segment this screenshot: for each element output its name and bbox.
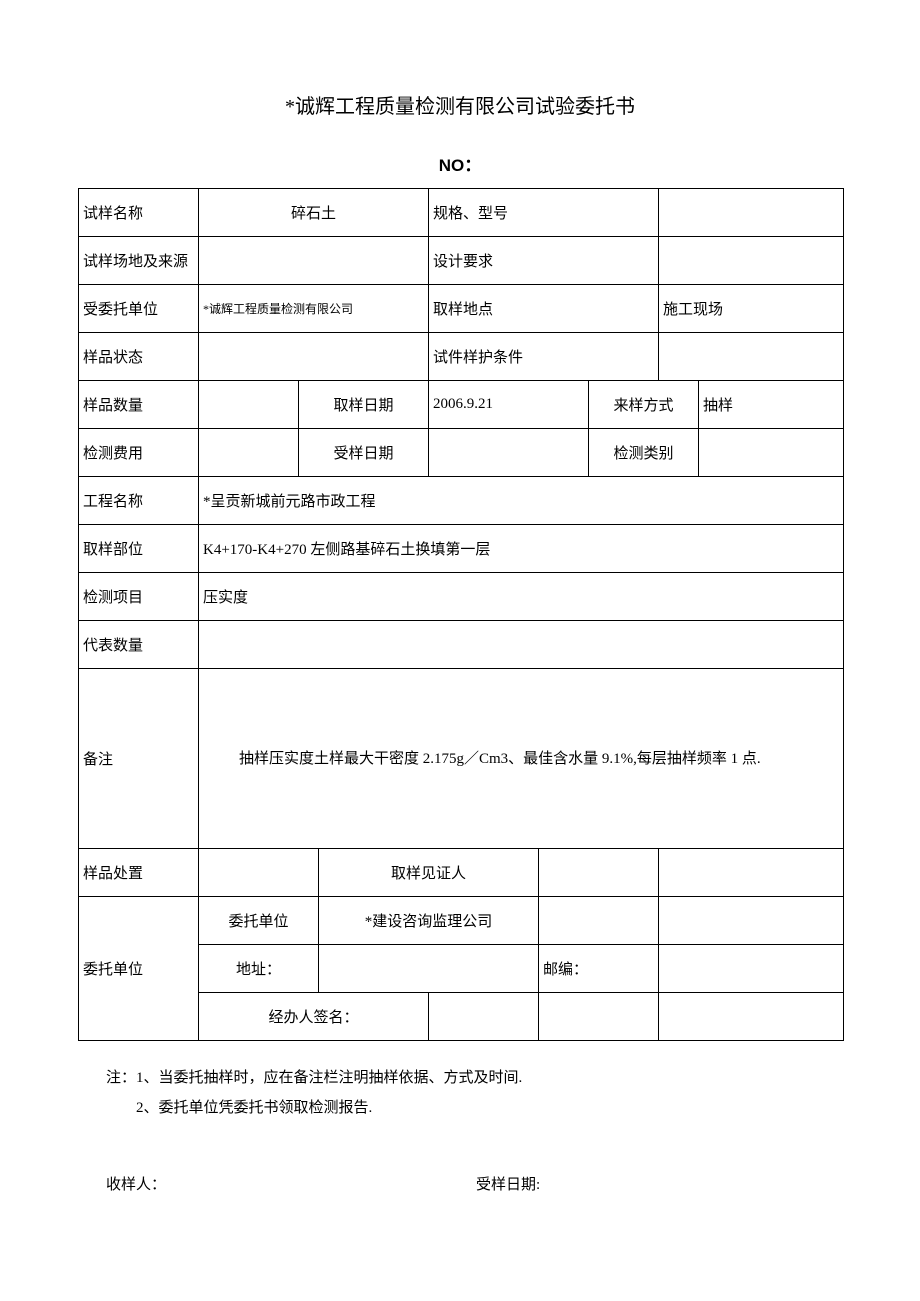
label-entrusted-unit: 受委托单位 (79, 285, 199, 333)
footer-receiver: 收样人： (106, 1173, 476, 1194)
label-client-unit-inner: 委托单位 (199, 897, 319, 945)
value-client-unit-extra2 (659, 897, 844, 945)
table-row: 检测费用 受样日期 检测类别 (79, 429, 844, 477)
table-row: 样品数量 取样日期 2006.9.21 来样方式 抽样 (79, 381, 844, 429)
footer-receive-date: 受样日期: (476, 1173, 540, 1194)
value-handler-sign (429, 993, 539, 1041)
value-entrusted-unit: *诚辉工程质量检测有限公司 (199, 285, 429, 333)
value-sample-qty (199, 381, 299, 429)
label-address: 地址： (199, 945, 319, 993)
value-sampling-part: K4+170-K4+270 左侧路基碎石土换填第一层 (199, 525, 844, 573)
label-postcode: 邮编： (539, 945, 659, 993)
label-represent-qty: 代表数量 (79, 621, 199, 669)
value-handler-sign-extra (539, 993, 659, 1041)
label-sample-method: 来样方式 (589, 381, 699, 429)
table-row: 取样部位 K4+170-K4+270 左侧路基碎石土换填第一层 (79, 525, 844, 573)
label-sample-disposal: 样品处置 (79, 849, 199, 897)
label-sampling-part: 取样部位 (79, 525, 199, 573)
value-test-item: 压实度 (199, 573, 844, 621)
label-sampling-date: 取样日期 (299, 381, 429, 429)
label-project-name: 工程名称 (79, 477, 199, 525)
value-receive-date (429, 429, 589, 477)
table-row: 检测项目 压实度 (79, 573, 844, 621)
label-test-item: 检测项目 (79, 573, 199, 621)
value-sample-method: 抽样 (699, 381, 844, 429)
label-client-unit: 委托单位 (79, 897, 199, 1041)
table-row: 代表数量 (79, 621, 844, 669)
label-spec-model: 规格、型号 (429, 189, 659, 237)
value-sample-status (199, 333, 429, 381)
table-row: 试样名称 碎石土 规格、型号 (79, 189, 844, 237)
value-project-name: *呈贡新城前元路市政工程 (199, 477, 844, 525)
value-sample-name: 碎石土 (199, 189, 429, 237)
value-test-fee (199, 429, 299, 477)
document-title: *诚辉工程质量检测有限公司试验委托书 (78, 90, 842, 119)
value-postcode (659, 945, 844, 993)
footer-section: 收样人： 受样日期: (78, 1173, 842, 1194)
value-sampling-date: 2006.9.21 (429, 381, 589, 429)
value-handler-sign-extra2 (659, 993, 844, 1041)
label-sample-qty: 样品数量 (79, 381, 199, 429)
table-row: 样品状态 试件样护条件 (79, 333, 844, 381)
table-row: 受委托单位 *诚辉工程质量检测有限公司 取样地点 施工现场 (79, 285, 844, 333)
value-client-unit: *建设咨询监理公司 (319, 897, 539, 945)
value-represent-qty (199, 621, 844, 669)
label-design-req: 设计要求 (429, 237, 659, 285)
label-handler-sign: 经办人签名： (199, 993, 429, 1041)
value-witness (539, 849, 659, 897)
value-remark: 抽样压实度土样最大干密度 2.175g／Cm3、最佳含水量 9.1%,每层抽样频… (199, 669, 844, 849)
value-design-req (659, 237, 844, 285)
label-sampling-location: 取样地点 (429, 285, 659, 333)
value-test-category (699, 429, 844, 477)
label-test-category: 检测类别 (589, 429, 699, 477)
label-test-fee: 检测费用 (79, 429, 199, 477)
note-line-2: 2、委托单位凭委托书领取检测报告. (106, 1093, 842, 1123)
table-row: 备注 抽样压实度土样最大干密度 2.175g／Cm3、最佳含水量 9.1%,每层… (79, 669, 844, 849)
value-sample-disposal (199, 849, 319, 897)
value-curing-condition (659, 333, 844, 381)
table-row: 样品处置 取样见证人 (79, 849, 844, 897)
main-table: 试样名称 碎石土 规格、型号 试样场地及来源 设计要求 受委托单位 *诚辉工程质… (78, 188, 844, 1041)
value-sampling-location: 施工现场 (659, 285, 844, 333)
table-row: 试样场地及来源 设计要求 (79, 237, 844, 285)
label-remark: 备注 (79, 669, 199, 849)
value-witness-extra (659, 849, 844, 897)
table-row: 工程名称 *呈贡新城前元路市政工程 (79, 477, 844, 525)
table-row: 委托单位 委托单位 *建设咨询监理公司 (79, 897, 844, 945)
label-receive-date: 受样日期 (299, 429, 429, 477)
notes-section: 注：1、当委托抽样时，应在备注栏注明抽样依据、方式及时间. 2、委托单位凭委托书… (78, 1063, 842, 1123)
label-witness: 取样见证人 (319, 849, 539, 897)
label-curing-condition: 试件样护条件 (429, 333, 659, 381)
value-spec-model (659, 189, 844, 237)
no-label: NO： (78, 151, 842, 176)
note-line-1: 注：1、当委托抽样时，应在备注栏注明抽样依据、方式及时间. (106, 1063, 842, 1093)
label-site-source: 试样场地及来源 (79, 237, 199, 285)
label-sample-status: 样品状态 (79, 333, 199, 381)
value-site-source (199, 237, 429, 285)
value-client-unit-extra (539, 897, 659, 945)
label-sample-name: 试样名称 (79, 189, 199, 237)
value-address (319, 945, 539, 993)
